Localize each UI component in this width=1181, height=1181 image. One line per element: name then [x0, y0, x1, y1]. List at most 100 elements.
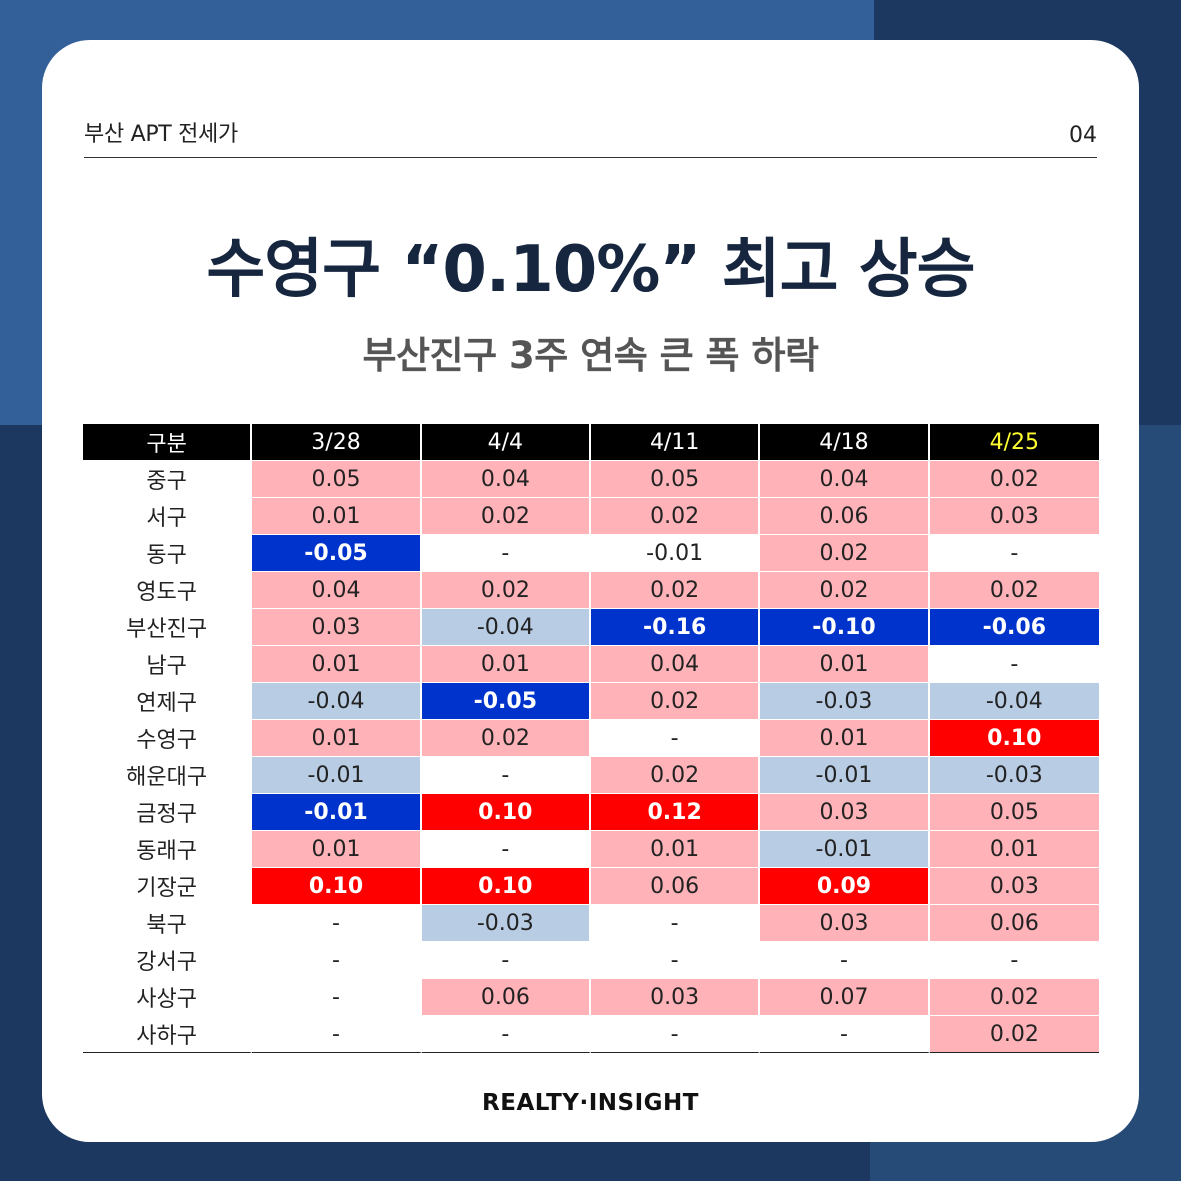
rate-cell: -0.10 [760, 608, 930, 645]
rate-cell: 0.02 [590, 497, 761, 534]
rate-cell: 0.02 [421, 571, 591, 608]
district-label: 금정구 [83, 793, 253, 830]
rate-cell: 0.02 [590, 756, 761, 793]
rate-cell: 0.02 [421, 719, 591, 756]
rate-cell: 0.02 [421, 497, 591, 534]
rate-cell: - [760, 941, 930, 978]
rate-cell: -0.01 [760, 830, 930, 867]
column-header-week: 4/11 [590, 424, 761, 460]
rate-cell: -0.04 [421, 608, 591, 645]
rate-cell: 0.05 [929, 793, 1099, 830]
rate-cell: -0.01 [252, 756, 422, 793]
rate-cell: -0.06 [929, 608, 1099, 645]
page-number: 04 [1069, 123, 1097, 148]
rate-cell: -0.04 [929, 682, 1099, 719]
district-label: 강서구 [83, 941, 253, 978]
rate-cell: 0.03 [929, 497, 1099, 534]
rate-cell: -0.01 [760, 756, 930, 793]
rate-cell: - [421, 830, 591, 867]
rate-cell: - [252, 904, 422, 941]
rate-cell: 0.02 [929, 978, 1099, 1015]
rate-cell: -0.01 [252, 793, 422, 830]
district-label: 해운대구 [83, 756, 253, 793]
district-label: 사하구 [83, 1015, 253, 1053]
district-label: 부산진구 [83, 608, 253, 645]
rate-cell: 0.01 [929, 830, 1099, 867]
table-row: 연제구 -0.04 -0.05 0.02 -0.03 -0.04 [83, 682, 1099, 719]
rate-cell: - [590, 719, 761, 756]
table-row: 해운대구 -0.01-0.02 -0.01 -0.03 [83, 756, 1099, 793]
rate-cell: 0.09 [760, 867, 930, 904]
page-title: 수영구 “0.10%” 최고 상승 [206, 233, 975, 307]
rate-cell: 0.02 [590, 682, 761, 719]
rate-cell: 0.04 [252, 571, 422, 608]
rate-cell: 0.02 [760, 571, 930, 608]
rate-cell: 0.03 [760, 793, 930, 830]
rate-cell: 0.06 [421, 978, 591, 1015]
rate-cell: 0.03 [590, 978, 761, 1015]
district-label: 수영구 [83, 719, 253, 756]
table-body: 중구 0.05 0.04 0.05 0.04 0.02 서구 0.01 0.02 0.02 0.06… [83, 460, 1099, 1053]
column-header-week: 4/4 [421, 424, 591, 460]
rate-cell: -0.05 [252, 534, 422, 571]
rate-cell: -0.05 [421, 682, 591, 719]
rate-cell: - [421, 534, 591, 571]
rate-cell: 0.03 [760, 904, 930, 941]
rate-cell: 0.05 [590, 460, 761, 497]
rate-cell: - [590, 904, 761, 941]
top-line: 부산 APT 전세가 04 [84, 116, 1097, 148]
rate-cell: 0.02 [929, 1015, 1099, 1053]
rate-cell: - [421, 941, 591, 978]
table-row: 부산진구 0.03 -0.04 -0.16 -0.10 -0.06 [83, 608, 1099, 645]
rate-cell: 0.04 [760, 460, 930, 497]
table-row: 강서구 - - - - - [83, 941, 1099, 978]
rate-cell: 0.01 [252, 645, 422, 682]
rate-cell: 0.02 [590, 571, 761, 608]
content-card: 부산 APT 전세가 04 수영구 “0.10%” 최고 상승 부산진구 3주 … [42, 40, 1139, 1142]
table-row: 중구 0.05 0.04 0.05 0.04 0.02 [83, 460, 1099, 497]
rate-cell: 0.01 [252, 719, 422, 756]
rate-cell: - [252, 941, 422, 978]
rate-cell: 0.02 [760, 534, 930, 571]
rate-cell: 0.05 [252, 460, 422, 497]
rate-cell: - [929, 534, 1099, 571]
rate-cell: 0.02 [929, 460, 1099, 497]
rate-cell: - [590, 1015, 761, 1053]
rate-cell: 0.06 [929, 904, 1099, 941]
column-header-week: 4/25 [929, 424, 1099, 460]
district-label: 기장군 [83, 867, 253, 904]
table-row: 동래구 0.01-0.01 -0.01 0.01 [83, 830, 1099, 867]
rate-cell: -0.03 [421, 904, 591, 941]
jeonse-rate-table: 구분 3/28 4/4 4/11 4/18 4/25 중구 0.05 0.04 0.05 0.04… [83, 424, 1099, 1053]
table-row: 서구 0.01 0.02 0.02 0.06 0.03 [83, 497, 1099, 534]
rate-cell: 0.04 [421, 460, 591, 497]
table-row: 동구 -0.05- -0.01 0.02- [83, 534, 1099, 571]
page-subtitle: 부산진구 3주 연속 큰 폭 하락 [362, 334, 819, 377]
table-row: 기장군 0.10 0.10 0.06 0.09 0.03 [83, 867, 1099, 904]
table-row: 북구 - -0.03-0.03 0.06 [83, 904, 1099, 941]
rate-cell: 0.01 [252, 497, 422, 534]
rate-cell: 0.03 [929, 867, 1099, 904]
rate-cell: 0.10 [929, 719, 1099, 756]
rate-cell: 0.02 [929, 571, 1099, 608]
district-label: 동래구 [83, 830, 253, 867]
table-row: 수영구 0.01 0.02-0.01 0.10 [83, 719, 1099, 756]
table-row: 남구 0.01 0.01 0.04 0.01- [83, 645, 1099, 682]
table-row: 사하구 - - - -0.02 [83, 1015, 1099, 1053]
section-label: 부산 APT 전세가 [84, 122, 238, 147]
rate-cell: -0.16 [590, 608, 761, 645]
rate-cell: 0.10 [421, 867, 591, 904]
rate-cell: 0.10 [252, 867, 422, 904]
table-header-row: 구분 3/28 4/4 4/11 4/18 4/25 [83, 424, 1099, 460]
district-label: 중구 [83, 460, 253, 497]
rate-cell: 0.07 [760, 978, 930, 1015]
district-label: 사상구 [83, 978, 253, 1015]
table-row: 영도구 0.04 0.02 0.02 0.02 0.02 [83, 571, 1099, 608]
rate-cell: - [421, 756, 591, 793]
rate-cell: -0.04 [252, 682, 422, 719]
rate-cell: - [252, 978, 422, 1015]
rate-cell: 0.03 [252, 608, 422, 645]
rate-cell: - [929, 941, 1099, 978]
rate-cell: - [760, 1015, 930, 1053]
table-row: 사상구 -0.06 0.03 0.07 0.02 [83, 978, 1099, 1015]
